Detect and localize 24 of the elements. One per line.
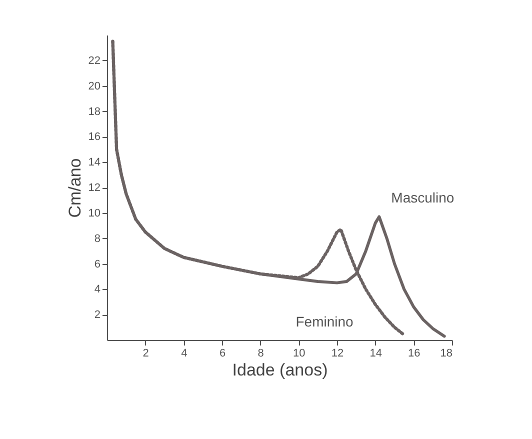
x-tick-label: 10 bbox=[293, 348, 306, 360]
y-tick-label: 4 bbox=[94, 284, 100, 296]
x-axis-title: Idade (anos) bbox=[232, 360, 328, 380]
x-tick-label: 14 bbox=[370, 348, 382, 360]
x-tick-label: 4 bbox=[181, 348, 188, 360]
y-tick-label: 16 bbox=[88, 131, 100, 144]
x-tick-label: 2 bbox=[142, 348, 149, 360]
y-tick-label: 14 bbox=[88, 156, 100, 169]
y-tick-label: 2 bbox=[94, 309, 100, 322]
y-tick-label: 18 bbox=[88, 106, 100, 118]
y-axis-title: Cm/ano bbox=[65, 158, 84, 218]
y-tick-label: 22 bbox=[88, 54, 100, 67]
x-tick-label: 16 bbox=[408, 348, 420, 360]
y-tick-label: 20 bbox=[88, 80, 100, 92]
y-tick-label: 10 bbox=[88, 207, 100, 220]
y-tick-label: 12 bbox=[88, 182, 100, 194]
series-label: Feminino bbox=[296, 313, 354, 330]
series-label: Masculino bbox=[391, 190, 454, 206]
x-tick-label: 12 bbox=[331, 348, 344, 360]
x-tick-label: 6 bbox=[219, 348, 226, 360]
y-tick-label: 8 bbox=[94, 232, 100, 245]
y-tick-label: 6 bbox=[94, 258, 100, 270]
x-tick-label: 8 bbox=[258, 348, 264, 360]
x-tick-label: 18 bbox=[440, 348, 452, 360]
